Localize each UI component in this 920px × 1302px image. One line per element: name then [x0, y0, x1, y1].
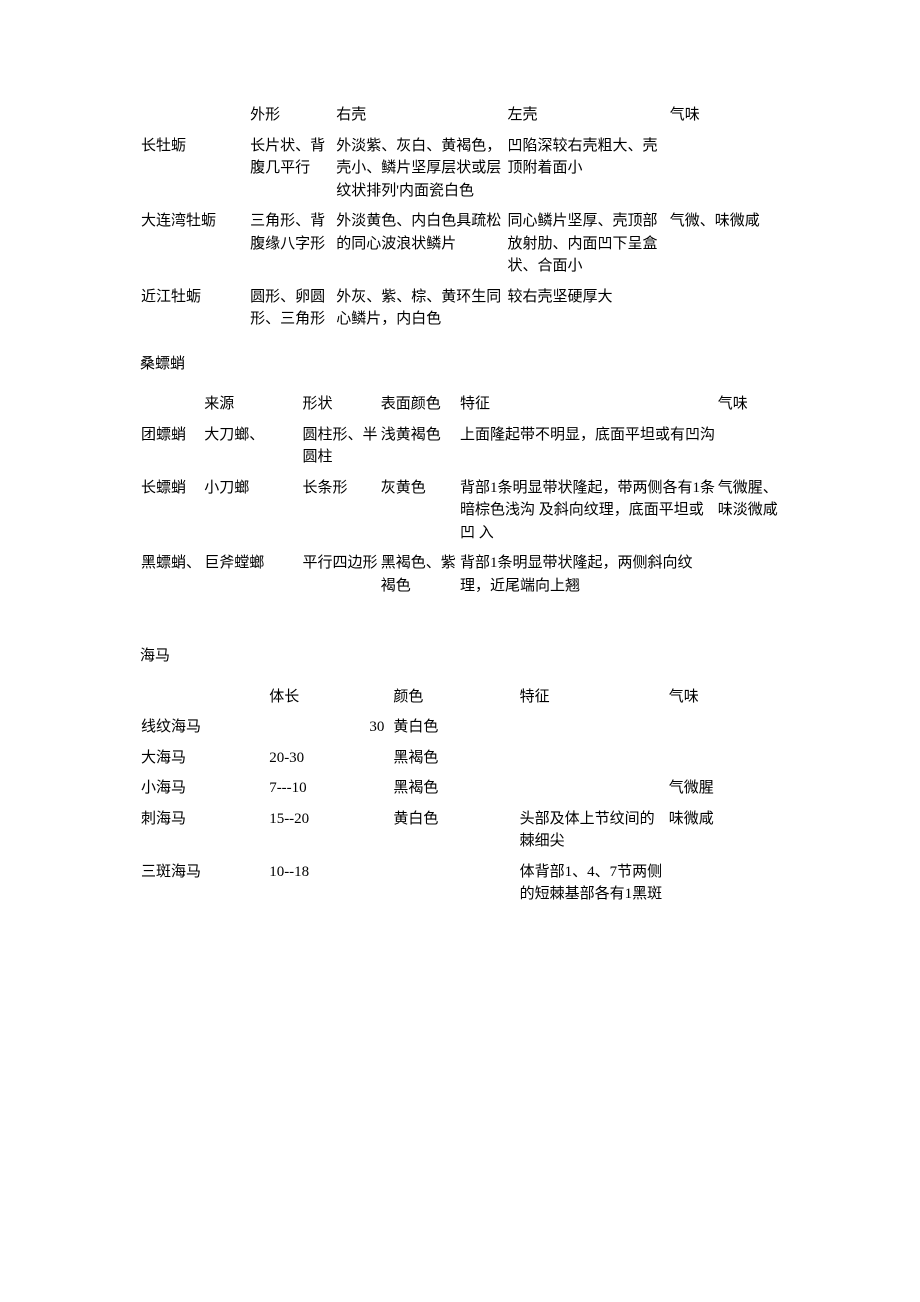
cell-smell: 气微、味微咸 — [669, 206, 780, 282]
cell-name: 长螵蛸 — [140, 473, 203, 549]
table-row: 刺海马 15--20 黄白色 头部及体上节纹间的棘细尖 味微咸 — [140, 804, 780, 857]
cell-name: 大海马 — [140, 743, 268, 774]
cell-name: 大连湾牡蛎 — [140, 206, 249, 282]
cell-shape: 圆形、卵圆形、三角形 — [249, 282, 335, 335]
cell-feature: 背部1条明显带状隆起，两侧斜向纹理，近尾端向上翘 — [459, 548, 717, 601]
cell-color: 黄白色 — [392, 712, 518, 743]
cell-feature: 头部及体上节纹间的棘细尖 — [519, 804, 668, 857]
cell-smell — [669, 131, 780, 207]
cell-color: 黑褐色 — [392, 773, 518, 804]
cell-smell — [668, 712, 780, 743]
cell-left-shell: 较右壳坚硬厚大 — [507, 282, 669, 335]
cell-feature: 上面隆起带不明显，底面平坦或有凹沟 — [459, 420, 717, 473]
cell-smell: 气微腥、 味淡微咸 — [717, 473, 780, 549]
section-title-haima: 海马 — [140, 645, 780, 668]
cell-left-shell: 同心鳞片坚厚、壳顶部放射肋、内面凹下呈盒状、合面小 — [507, 206, 669, 282]
col-blank — [140, 682, 268, 713]
cell-color: 浅黄褐色 — [380, 420, 459, 473]
cell-color: 灰黄色 — [380, 473, 459, 549]
col-feature: 特征 — [459, 389, 717, 420]
cell-name: 线纹海马 — [140, 712, 268, 743]
cell-smell — [669, 282, 780, 335]
cell-smell — [668, 857, 780, 910]
cell-shape: 平行四边形 — [301, 548, 379, 601]
col-color: 表面颜色 — [380, 389, 459, 420]
cell-smell: 味微咸 — [668, 804, 780, 857]
cell-length: 20-30 — [268, 743, 392, 774]
cell-shape: 圆柱形、半圆柱 — [301, 420, 379, 473]
table-row: 团螵蛸 大刀螂、 圆柱形、半圆柱 浅黄褐色 上面隆起带不明显，底面平坦或有凹沟 — [140, 420, 780, 473]
cell-name: 小海马 — [140, 773, 268, 804]
table-row: 长牡蛎 长片状、背腹几平行 外淡紫、灰白、黄褐色，壳小、鳞片坚厚层状或层纹状排列… — [140, 131, 780, 207]
table-header-row: 外形 右壳 左壳 气味 — [140, 100, 780, 131]
section-title-sangpiaoxiao: 桑螵蛸 — [140, 353, 780, 376]
table-row: 线纹海马 30 黄白色 — [140, 712, 780, 743]
cell-source: 巨斧螳螂 — [203, 548, 301, 601]
cell-source: 大刀螂、 — [203, 420, 301, 473]
table-row: 三斑海马 10--18 体背部1、4、7节两侧的短棘基部各有1黑斑 — [140, 857, 780, 910]
col-feature: 特征 — [519, 682, 668, 713]
cell-name: 团螵蛸 — [140, 420, 203, 473]
cell-name: 刺海马 — [140, 804, 268, 857]
col-shape: 外形 — [249, 100, 335, 131]
cell-smell — [668, 743, 780, 774]
cell-left-shell: 凹陷深较右壳粗大、壳顶附着面小 — [507, 131, 669, 207]
cell-name: 近江牡蛎 — [140, 282, 249, 335]
cell-feature — [519, 743, 668, 774]
cell-color — [392, 857, 518, 910]
col-color: 颜色 — [392, 682, 518, 713]
cell-length: 7---10 — [268, 773, 392, 804]
cell-color: 黑褐色 — [392, 743, 518, 774]
table-row: 大连湾牡蛎 三角形、背腹缘八字形 外淡黄色、内白色具疏松的同心波浪状鳞片 同心鳞… — [140, 206, 780, 282]
col-length: 体长 — [268, 682, 392, 713]
table-row: 大海马 20-30 黑褐色 — [140, 743, 780, 774]
col-right-shell: 右壳 — [335, 100, 506, 131]
cell-right-shell: 外淡黄色、内白色具疏松的同心波浪状鳞片 — [335, 206, 506, 282]
cell-feature — [519, 773, 668, 804]
col-blank — [140, 100, 249, 131]
cell-color: 黑褐色、紫褐色 — [380, 548, 459, 601]
cell-right-shell: 外淡紫、灰白、黄褐色，壳小、鳞片坚厚层状或层纹状排列'内面瓷白色 — [335, 131, 506, 207]
table-row: 近江牡蛎 圆形、卵圆形、三角形 外灰、紫、棕、黄环生同心鳞片，内白色 较右壳坚硬… — [140, 282, 780, 335]
col-source: 来源 — [203, 389, 301, 420]
sangpiaoxiao-table: 来源 形状 表面颜色 特征 气味 团螵蛸 大刀螂、 圆柱形、半圆柱 浅黄褐色 上… — [140, 389, 780, 601]
table-row: 黑螵蛸、 巨斧螳螂 平行四边形 黑褐色、紫褐色 背部1条明显带状隆起，两侧斜向纹… — [140, 548, 780, 601]
col-left-shell: 左壳 — [507, 100, 669, 131]
table-row: 小海马 7---10 黑褐色 气微腥 — [140, 773, 780, 804]
cell-feature: 背部1条明显带状隆起，带两侧各有1条暗棕色浅沟 及斜向纹理，底面平坦或凹 入 — [459, 473, 717, 549]
cell-shape: 长片状、背腹几平行 — [249, 131, 335, 207]
cell-shape: 三角形、背腹缘八字形 — [249, 206, 335, 282]
cell-smell: 气微腥 — [668, 773, 780, 804]
cell-feature — [519, 712, 668, 743]
cell-name: 三斑海马 — [140, 857, 268, 910]
cell-length: 30 — [268, 712, 392, 743]
cell-length: 10--18 — [268, 857, 392, 910]
cell-smell — [717, 548, 780, 601]
cell-smell — [717, 420, 780, 473]
cell-source: 小刀螂 — [203, 473, 301, 549]
col-shape: 形状 — [301, 389, 379, 420]
col-smell: 气味 — [717, 389, 780, 420]
cell-right-shell: 外灰、紫、棕、黄环生同心鳞片，内白色 — [335, 282, 506, 335]
oyster-table: 外形 右壳 左壳 气味 长牡蛎 长片状、背腹几平行 外淡紫、灰白、黄褐色，壳小、… — [140, 100, 780, 335]
col-blank — [140, 389, 203, 420]
cell-feature: 体背部1、4、7节两侧的短棘基部各有1黑斑 — [519, 857, 668, 910]
table-header-row: 体长 颜色 特征 气味 — [140, 682, 780, 713]
cell-color: 黄白色 — [392, 804, 518, 857]
cell-shape: 长条形 — [301, 473, 379, 549]
col-smell: 气味 — [669, 100, 780, 131]
haima-table: 体长 颜色 特征 气味 线纹海马 30 黄白色 大海马 20-30 黑褐色 小海… — [140, 682, 780, 910]
cell-length: 15--20 — [268, 804, 392, 857]
cell-name: 长牡蛎 — [140, 131, 249, 207]
table-row: 长螵蛸 小刀螂 长条形 灰黄色 背部1条明显带状隆起，带两侧各有1条暗棕色浅沟 … — [140, 473, 780, 549]
cell-name: 黑螵蛸、 — [140, 548, 203, 601]
table-header-row: 来源 形状 表面颜色 特征 气味 — [140, 389, 780, 420]
col-smell: 气味 — [668, 682, 780, 713]
